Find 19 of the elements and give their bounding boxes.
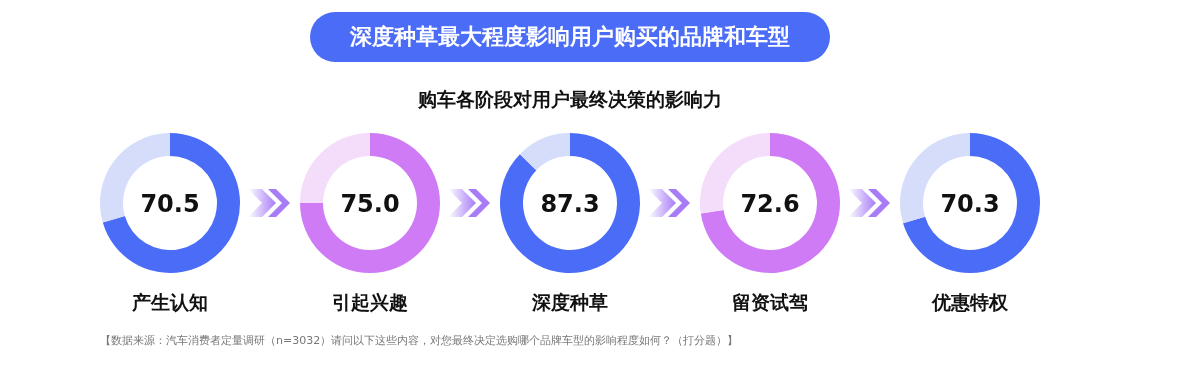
- text: 深度种草最大程度影响用户购买的品牌和车型: [349, 24, 790, 49]
- data-label: 72.6: [740, 190, 800, 218]
- data-label: 70.3: [940, 190, 1000, 218]
- text: 购车各阶段对用户最终决策的影响力: [417, 88, 722, 110]
- donut-slice: [519, 133, 570, 171]
- text: 优惠特权: [931, 291, 1009, 313]
- donut-slice: [300, 133, 440, 273]
- text: 引起兴趣: [332, 291, 408, 313]
- data-label: 87.3: [540, 190, 600, 218]
- text: 留资试驾: [732, 291, 808, 313]
- donut-slice: [500, 133, 640, 273]
- text: 深度种草: [531, 291, 608, 313]
- data-label: 70.5: [140, 190, 200, 218]
- donut-slice: [102, 133, 240, 273]
- text: 【数据来源：汽车消费者定量调研（n=3032）请问以下这些内容，对您最终决定选购哪个品牌车型的影响程度如何？（打分题）】: [100, 334, 739, 347]
- donut-slice: [700, 133, 840, 273]
- donut-slice: [903, 133, 1040, 273]
- data-label: 75.0: [340, 190, 400, 218]
- text: 产生认知: [131, 291, 208, 313]
